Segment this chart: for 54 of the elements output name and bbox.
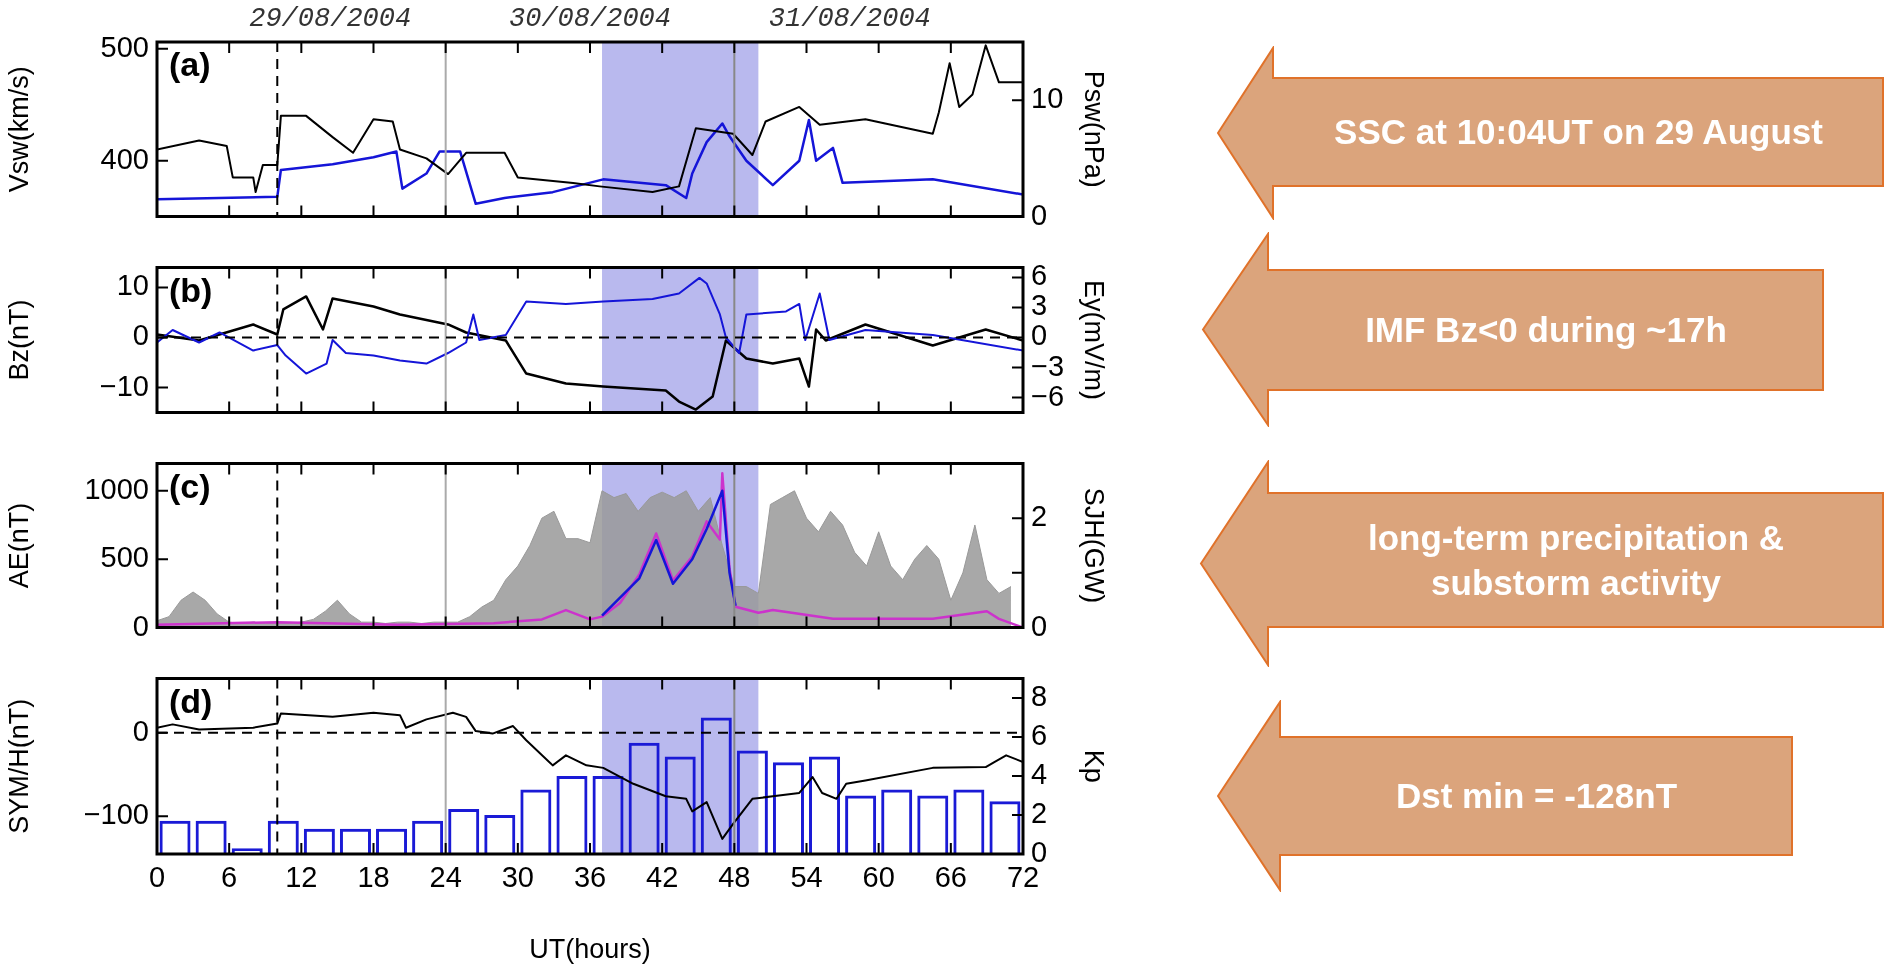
y-tick-label: 1000 [84,472,149,505]
y-tick-label: 500 [100,541,149,574]
x-tick-label: 24 [429,861,462,894]
y-axis-title: Bz(nT) [3,299,34,381]
y2-axis-title: SJH(GW) [1079,487,1110,604]
text: long-term precipitation & substorm activity [1366,516,1786,604]
annotation: (b) [169,270,213,309]
y2-tick-label: 8 [1031,679,1048,712]
y-tick-label: 0 [132,319,149,352]
y2-tick-label: −3 [1031,349,1065,382]
x-tick-label: 54 [790,861,823,894]
y2-tick-label: 0 [1031,609,1048,642]
x-tick-label: 36 [573,861,607,894]
y-tick-label: 0 [132,609,149,642]
text: IMF Bz<0 during ~17h [1365,309,1727,352]
x-axis-title: UT(hours) [529,934,651,965]
y2-tick-label: 10 [1031,82,1064,115]
text: 29/08/2004 [249,3,412,34]
y2-axis-title: Kp [1079,749,1110,783]
y-axis-title: AE(nT) [3,502,34,589]
x-tick-label: 60 [862,861,895,894]
y2-tick-label: 0 [1031,319,1048,352]
x-tick-label: 12 [285,861,318,894]
annotation: (a) [169,45,211,84]
x-tick-label: 48 [718,861,751,894]
y-tick-label: −100 [83,798,149,831]
annotation: (d) [169,681,213,720]
y2-tick-label: 6 [1031,718,1048,751]
y-tick-label: 10 [116,269,149,302]
y-axis-title: Vsw(km/s) [3,66,34,193]
x-tick-label: 6 [221,861,238,894]
y2-tick-label: 2 [1031,796,1048,829]
y2-tick-label: 3 [1031,289,1048,322]
y-tick-label: 400 [100,142,149,175]
annotation: (c) [169,466,211,505]
text: SSC at 10:04UT on 29 August [1334,111,1823,154]
y2-tick-label: 6 [1031,259,1048,292]
y-axis-title: SYM/H(nT) [3,698,34,834]
y2-tick-label: 0 [1031,198,1048,231]
y2-tick-label: 2 [1031,500,1048,533]
y2-tick-label: 4 [1031,757,1048,790]
y-tick-label: 0 [132,714,149,747]
y-tick-label: 500 [100,30,149,63]
x-tick-label: 66 [934,861,967,894]
x-tick-label: 42 [646,861,679,894]
y2-axis-title: Psw(nPa) [1079,70,1110,188]
y-tick-label: −10 [99,369,149,402]
y2-tick-label: −6 [1031,379,1065,412]
x-tick-label: 30 [501,861,534,894]
text: 31/08/2004 [768,3,931,34]
x-tick-label: 18 [357,861,390,894]
text: 30/08/2004 [508,3,672,34]
text: Dst min = -128nT [1395,775,1678,818]
y2-axis-title: Ey(mV/m) [1079,280,1110,400]
